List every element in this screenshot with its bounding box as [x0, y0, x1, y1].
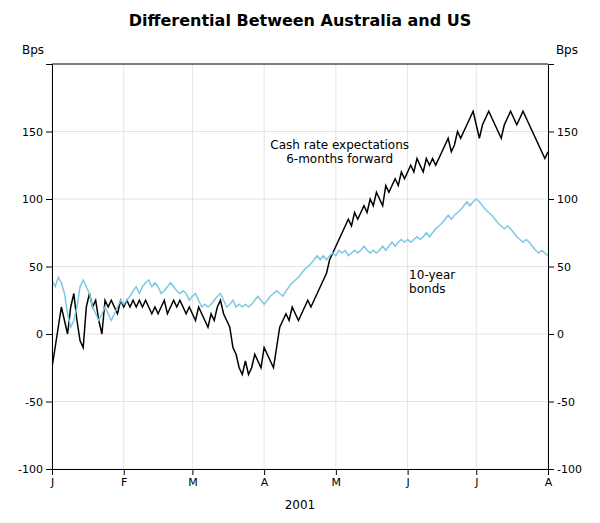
chart-container: J F M A M J J A -100 -50 0 50 100 150 -100 -50 0 50 100 150… [0, 0, 600, 523]
y-axis-line [46, 65, 53, 470]
y2-axis-tick-label: -50 [557, 396, 575, 409]
y-grid-line [52, 334, 548, 335]
y2-axis: -100 -50 0 50 100 150 [548, 65, 582, 477]
y2-axis-tick-mark [548, 267, 554, 268]
y-axis-tick-label: -100 [18, 463, 43, 476]
marks [52, 111, 548, 374]
x-grid-line [264, 64, 265, 469]
y-axis-tick-mark [46, 469, 52, 470]
x-axis-tick-mark [264, 469, 265, 475]
y-axis-label: Bps [22, 43, 44, 57]
x-axis-tick-label: F [121, 476, 127, 489]
y-axis-tick: 150 [22, 126, 52, 139]
y-axis-tick-label: 100 [22, 193, 43, 206]
x-axis-line [53, 470, 549, 476]
x-axis-tick: J [405, 469, 409, 489]
x-axis-tick-mark [124, 469, 125, 475]
y2-axis-tick: -50 [548, 396, 575, 409]
y2-axis-tick-label: 50 [557, 261, 571, 274]
y2-axis-tick-label: 150 [557, 126, 578, 139]
y-axis-tick: -100 [18, 463, 52, 476]
y-axis-tick-label: 150 [22, 126, 43, 139]
y2-axis-tick-mark [548, 469, 554, 470]
x-grid-line [335, 64, 336, 469]
annotation-line: bonds [409, 282, 445, 296]
y-axis-tick-mark [46, 267, 52, 268]
y-axis-tick-label: 0 [36, 328, 43, 341]
y-axis-tick: 100 [22, 193, 52, 206]
y-grid-line [52, 401, 548, 402]
annotation-line: 10-year [409, 268, 455, 282]
y-axis: -100 -50 0 50 100 150 [18, 65, 52, 477]
x-axis-tick: J [50, 469, 54, 489]
y-axis-tick-label: -50 [25, 396, 43, 409]
x-axis-tick: A [545, 469, 553, 489]
series-line [52, 111, 548, 374]
annotation: 10-yearbonds [409, 268, 455, 296]
x-axis-tick-label: A [545, 476, 553, 489]
x-axis-label: 2001 [285, 498, 316, 512]
x-axis-tick: F [121, 469, 127, 489]
x-axis: JFMAMJJA [50, 469, 553, 489]
y2-axis-tick-label: 0 [557, 328, 564, 341]
series-line [52, 199, 548, 327]
y-axis-tick: 0 [36, 328, 52, 341]
plot: J F M A M J J A -100 -50 0 50 100 150 -100 -50 0 50 100 150… [18, 64, 582, 489]
y-axis-tick: -50 [25, 396, 52, 409]
y2-axis-tick-mark [548, 402, 554, 403]
annotation: Cash rate expectations6-months forward [270, 138, 409, 166]
y-axis-tick-label: 50 [29, 261, 43, 274]
y-axis-tick-mark [46, 132, 52, 133]
annotation-line: 6-months forward [286, 152, 393, 166]
x-axis-tick-label: J [50, 476, 54, 489]
plot-frame [52, 64, 548, 65]
x-axis-tick-mark [408, 469, 409, 475]
y2-axis-tick-mark [548, 132, 554, 133]
chart-svg: J F M A M J J A -100 -50 0 50 100 150 -100 -50 0 50 100 150… [0, 0, 600, 523]
annotation-line: Cash rate expectations [270, 138, 409, 152]
x-axis-tick: J [474, 469, 478, 489]
x-axis-tick: M [332, 469, 342, 489]
y2-axis-tick: 0 [548, 328, 564, 341]
grid [52, 64, 548, 469]
y2-axis-tick: 100 [548, 193, 578, 206]
y2-axis-line [549, 65, 555, 470]
y2-axis-tick-label: 100 [557, 193, 578, 206]
x-axis-tick: A [261, 469, 269, 489]
y2-axis-label: Bps [556, 43, 578, 57]
x-grid-line [407, 64, 408, 469]
y2-axis-tick-mark [548, 199, 554, 200]
x-axis-tick-label: M [332, 476, 342, 489]
y2-axis-tick: 150 [548, 126, 578, 139]
y-axis-tick-mark [46, 199, 52, 200]
x-axis-tick-mark [336, 469, 337, 475]
chart-title: Differential Between Australia and US [129, 11, 472, 30]
y2-axis-tick-label: -100 [557, 463, 582, 476]
x-axis-tick-label: M [188, 476, 198, 489]
y-axis-tick-mark [46, 402, 52, 403]
x-grid-line [192, 64, 193, 469]
y2-axis-tick: 50 [548, 261, 571, 274]
x-axis-tick-mark [192, 469, 193, 475]
y-axis-tick: 50 [29, 261, 52, 274]
x-axis-tick: M [188, 469, 198, 489]
y-grid-line [52, 266, 548, 267]
y-axis-tick-mark [46, 334, 52, 335]
x-grid-line [123, 64, 124, 469]
y2-axis-tick-mark [548, 334, 554, 335]
x-axis-tick-label: A [261, 476, 269, 489]
x-axis-tick-mark [476, 469, 477, 475]
y2-axis-tick: -100 [548, 463, 582, 476]
y-grid-line [52, 199, 548, 200]
x-axis-tick-label: J [405, 476, 409, 489]
y-grid-line [52, 131, 548, 132]
x-axis-tick-label: J [474, 476, 478, 489]
